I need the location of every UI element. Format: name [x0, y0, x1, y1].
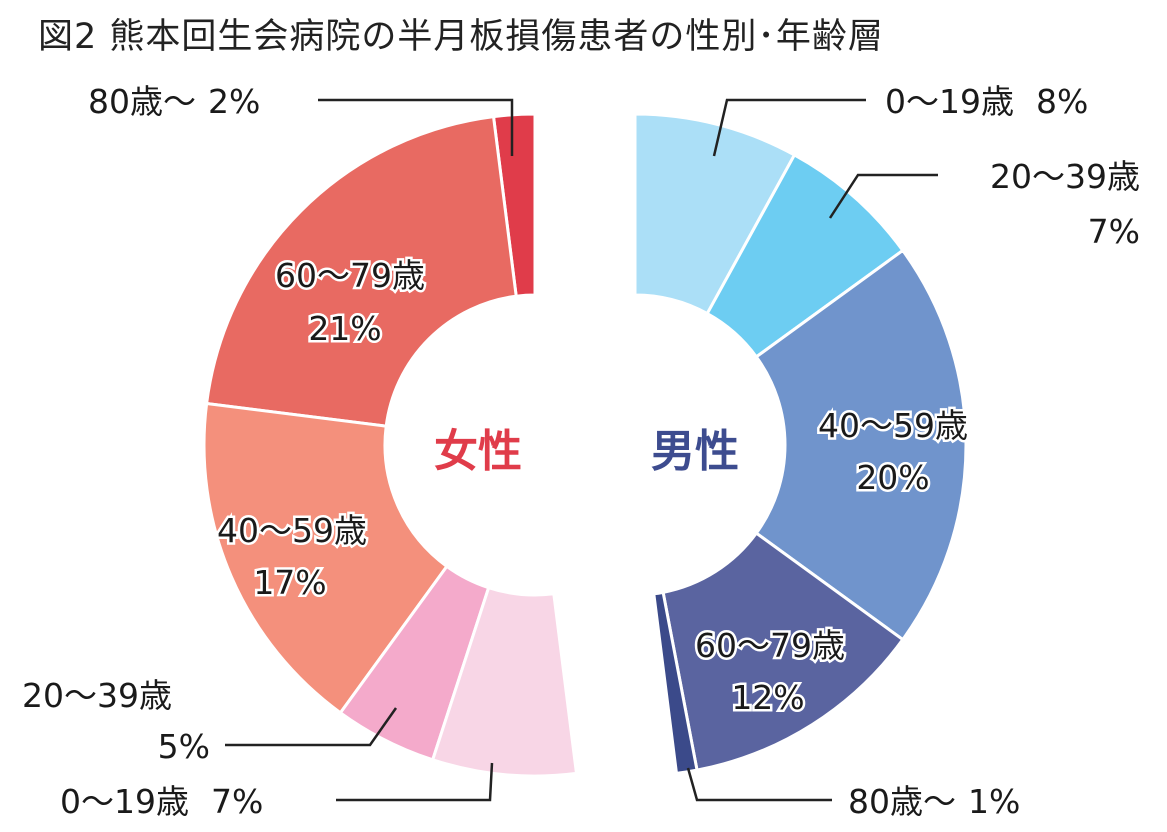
- male-center-label: 男性: [651, 426, 739, 477]
- data-label: 20%: [856, 458, 929, 497]
- female-slice-2: [202, 401, 449, 715]
- leader-line: [225, 707, 398, 747]
- leader-line: [318, 98, 514, 156]
- data-label: 80歳～ 2%: [88, 82, 260, 121]
- female-center-label: 女性: [434, 426, 522, 477]
- leader-line: [828, 173, 938, 219]
- male-slice-2: [754, 248, 968, 642]
- data-label: 20～39歳: [22, 676, 172, 715]
- female-slice-4: [430, 585, 579, 778]
- data-label: 5%: [158, 727, 210, 766]
- data-label: 0～19歳 8%: [885, 82, 1088, 121]
- leader-line: [336, 762, 494, 802]
- data-label: 17%: [253, 563, 326, 602]
- leader-line: [686, 767, 832, 802]
- chart-title: 図2 熊本回生会病院の半月板損傷患者の性別･年齢層: [38, 17, 884, 57]
- data-label: 60～79歳: [275, 256, 425, 295]
- leader-line: [712, 98, 866, 157]
- data-label: 80歳～ 1%: [848, 782, 1020, 821]
- male-slice-3: [661, 531, 905, 772]
- data-label: 40～59歳: [818, 406, 968, 445]
- data-label: 7%: [1088, 212, 1140, 251]
- data-label: 40～59歳: [217, 511, 367, 550]
- data-label: 0～19歳 7%: [60, 782, 263, 821]
- data-label: 60～79歳: [695, 626, 845, 665]
- data-label: 21%: [308, 309, 381, 348]
- data-label: 20～39歳: [990, 157, 1140, 196]
- data-label: 12%: [731, 678, 804, 717]
- female-slice-1: [204, 114, 518, 428]
